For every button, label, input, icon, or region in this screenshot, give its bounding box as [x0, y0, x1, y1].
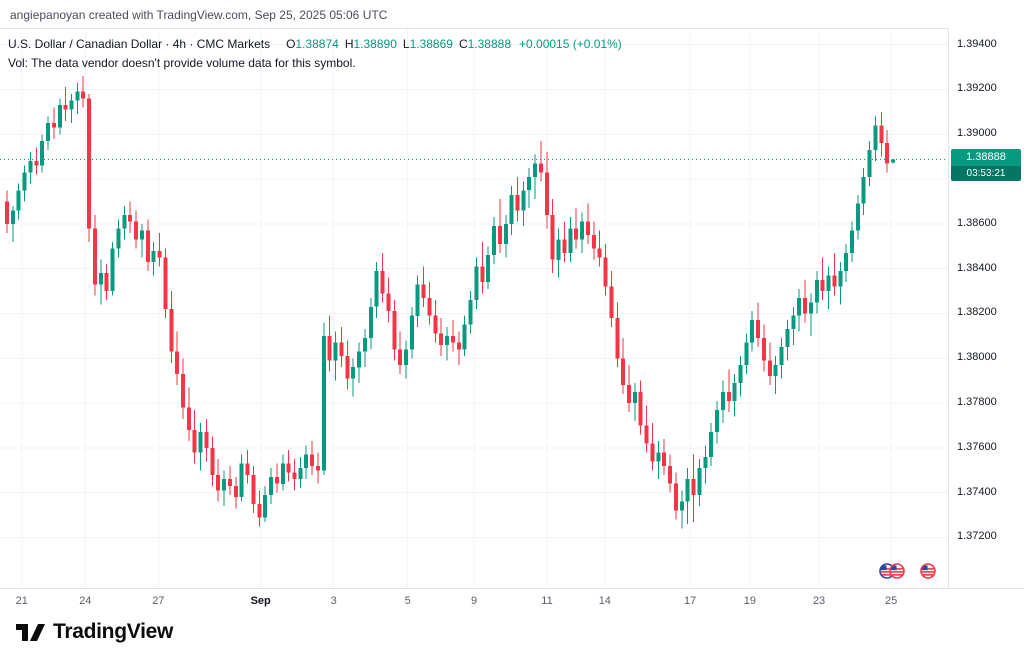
time-axis[interactable]: 21 24 27 Sep 3 5 9 11 14 17 19 23 25 — [0, 589, 948, 615]
low-value: 1.38869 — [409, 37, 453, 51]
time-tick-label: 5 — [404, 595, 411, 607]
close-label: C — [458, 37, 468, 51]
price-tick-label: 1.39400 — [957, 37, 997, 50]
price-tick-label: 1.38400 — [957, 261, 997, 274]
price-tick-label: 1.38600 — [957, 216, 997, 229]
price-tick-label: 1.37800 — [957, 396, 997, 409]
open-value: 1.38874 — [295, 37, 339, 51]
time-tick-label: Sep — [250, 595, 271, 607]
tradingview-logo-text: TradingView — [53, 620, 174, 643]
economic-event-us-flag-icon[interactable] — [879, 563, 906, 584]
time-tick-label: 3 — [330, 595, 337, 607]
price-scale[interactable]: 1.38888 03:53:21 1.39400 1.39200 1.39000 1.… — [948, 28, 1024, 588]
current-price-value: 1.38888 — [951, 149, 1021, 167]
attribution-text: angiepanoyan created with TradingView.co… — [10, 8, 388, 22]
time-tick-label: 25 — [884, 595, 898, 607]
time-tick-label: 21 — [15, 595, 28, 607]
price-tick-label: 1.39200 — [957, 82, 997, 95]
price-tick-label: 1.38000 — [957, 351, 997, 364]
economic-event-us-flag-icon[interactable] — [920, 563, 936, 584]
time-axis-separator — [0, 588, 1024, 589]
open-label: O — [286, 37, 296, 51]
candlestick-chart[interactable] — [0, 29, 948, 589]
symbol-title[interactable]: U.S. Dollar / Canadian Dollar · 4h · CMC… — [8, 37, 271, 51]
time-tick-label: 19 — [743, 595, 756, 607]
current-price-badge[interactable]: 1.38888 03:53:21 — [951, 149, 1021, 182]
chart-legend: U.S. Dollar / Canadian Dollar · 4h · CMC… — [8, 36, 622, 71]
tradingview-logo[interactable]: TradingView — [14, 620, 173, 644]
price-tick-label: 1.37400 — [957, 485, 997, 498]
price-tick-label: 1.37200 — [957, 530, 997, 543]
time-tick-label: 14 — [598, 595, 611, 607]
volume-note: Vol: The data vendor doesn't provide vol… — [8, 56, 356, 70]
high-label: H — [344, 37, 354, 51]
high-value: 1.38890 — [353, 37, 397, 51]
price-tick-label: 1.38200 — [957, 306, 997, 319]
time-tick-label: 27 — [152, 595, 165, 607]
time-tick-label: 11 — [541, 595, 553, 607]
price-change: +0.00015 (+0.01%) — [519, 37, 622, 51]
price-tick-label: 1.37600 — [957, 440, 997, 453]
time-tick-label: 9 — [470, 595, 478, 607]
bar-countdown: 03:53:21 — [951, 166, 1021, 182]
tradingview-logo-icon — [16, 624, 45, 641]
price-tick-label: 1.39000 — [957, 127, 997, 140]
time-tick-label: 24 — [79, 595, 92, 607]
time-tick-label: 17 — [684, 595, 697, 607]
ohlc-values: O1.38874 H1.38890 L1.38869 C1.38888 — [280, 36, 511, 52]
close-value: 1.38888 — [467, 37, 512, 51]
chart-pane[interactable]: U.S. Dollar / Canadian Dollar · 4h · CMC… — [0, 28, 948, 589]
low-label: L — [402, 37, 410, 51]
time-tick-label: 23 — [812, 595, 826, 607]
